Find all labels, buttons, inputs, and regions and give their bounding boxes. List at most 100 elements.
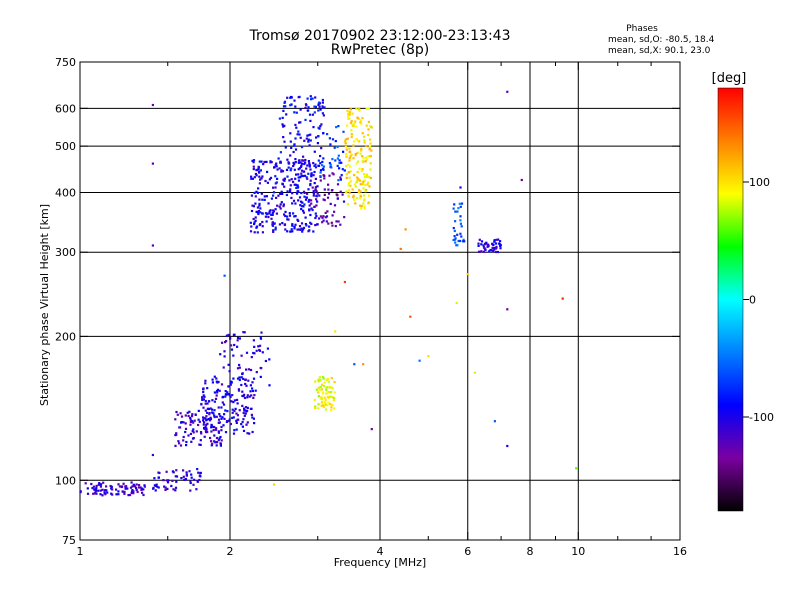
data-point — [460, 235, 463, 238]
data-point — [324, 211, 327, 214]
data-point — [340, 161, 343, 164]
data-point — [307, 230, 310, 233]
data-point — [225, 334, 228, 337]
data-point — [359, 204, 362, 207]
data-point — [281, 123, 284, 126]
data-point — [328, 162, 331, 165]
data-point — [151, 244, 154, 247]
data-point — [323, 193, 326, 196]
data-point — [291, 192, 294, 195]
data-point — [213, 391, 216, 394]
data-point — [290, 196, 293, 199]
data-point — [404, 228, 407, 231]
data-point — [219, 442, 222, 445]
data-point — [206, 411, 209, 414]
data-point — [453, 203, 456, 206]
data-point — [268, 212, 271, 215]
data-point — [103, 489, 106, 492]
data-point — [289, 154, 292, 157]
data-point — [221, 416, 224, 419]
data-point — [258, 160, 261, 163]
data-point — [358, 167, 361, 170]
data-point — [294, 105, 297, 108]
data-point — [314, 189, 317, 192]
data-point — [561, 297, 564, 300]
data-point — [329, 163, 332, 166]
data-point — [342, 150, 345, 153]
data-point — [151, 103, 154, 107]
data-point — [211, 411, 214, 414]
data-point — [264, 215, 267, 218]
data-point — [326, 395, 329, 399]
data-point — [350, 128, 353, 132]
data-point — [321, 221, 324, 224]
data-point — [238, 376, 241, 379]
x-tick-label: 1 — [77, 545, 84, 558]
data-point — [303, 195, 306, 198]
data-point — [189, 480, 192, 483]
data-point — [219, 444, 222, 447]
data-point — [207, 400, 211, 403]
data-point — [193, 419, 196, 422]
axes: 1 2 4 6 8 10 16 75 100 200 300 400 500 600 750 — [55, 56, 687, 558]
data-point — [457, 207, 460, 210]
data-point — [362, 194, 365, 197]
data-point — [255, 371, 258, 374]
data-point — [215, 436, 219, 440]
data-point — [286, 175, 289, 178]
data-point — [307, 109, 310, 112]
data-point — [294, 183, 297, 186]
data-point — [224, 395, 227, 398]
data-point — [252, 217, 255, 221]
data-point — [356, 116, 359, 119]
data-point — [250, 394, 253, 397]
stats-line-o: mean, sd,O: -80.5, 18.4 — [608, 35, 715, 45]
data-point — [349, 180, 352, 183]
data-point — [309, 179, 312, 182]
y-tick-label: 200 — [55, 330, 76, 343]
data-point — [311, 208, 314, 212]
data-point — [315, 388, 319, 391]
data-point — [319, 175, 322, 178]
data-point — [216, 441, 219, 444]
data-point — [305, 176, 308, 179]
data-point — [215, 427, 218, 430]
data-point — [317, 391, 320, 394]
data-point — [206, 387, 209, 390]
data-point — [326, 377, 329, 380]
data-point — [361, 155, 364, 158]
data-point — [226, 420, 229, 423]
data-point — [167, 479, 170, 482]
data-point — [115, 493, 118, 496]
data-point — [318, 101, 321, 104]
data-point — [213, 409, 216, 412]
data-point — [496, 250, 499, 254]
data-point — [307, 138, 310, 141]
data-point — [182, 421, 185, 424]
data-point — [121, 485, 124, 488]
data-point — [274, 186, 277, 189]
data-point — [304, 158, 307, 162]
data-point — [482, 250, 485, 253]
data-point — [320, 388, 323, 391]
data-point — [325, 392, 328, 395]
data-point — [331, 403, 334, 407]
data-point — [206, 402, 209, 405]
data-point — [205, 419, 208, 422]
data-point — [131, 485, 134, 488]
data-point — [151, 453, 154, 457]
data-point — [318, 388, 321, 391]
data-point — [206, 418, 209, 421]
data-point — [314, 163, 317, 166]
data-point — [310, 172, 313, 175]
data-point — [258, 175, 261, 178]
data-point — [369, 155, 372, 158]
data-point — [348, 191, 351, 194]
data-point — [303, 162, 306, 166]
data-point — [110, 485, 113, 488]
data-point — [348, 171, 351, 174]
data-point — [280, 169, 283, 172]
data-point — [251, 416, 254, 419]
data-point — [355, 138, 358, 141]
data-point — [326, 133, 329, 136]
